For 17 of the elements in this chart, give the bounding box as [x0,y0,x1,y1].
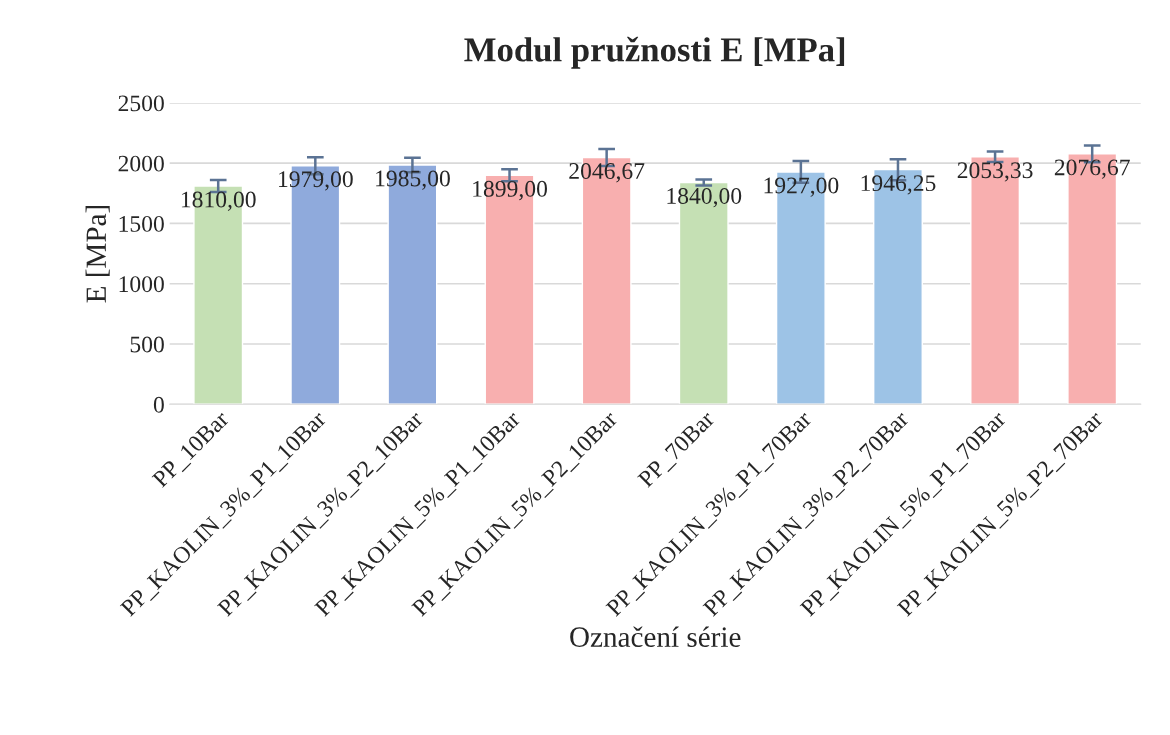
data-label: 1946,25 [861,175,936,195]
data-label: 2046,67 [569,163,645,183]
y-tick-label: 2000 [118,155,164,172]
data-label: 1840,00 [667,187,742,208]
y-tick-label: 1500 [119,215,164,232]
y-tick-label: 1000 [119,276,164,293]
data-label: 1899,00 [473,180,547,201]
data-label: 1810,00 [181,191,256,211]
data-label: 2076,67 [1054,159,1130,179]
x-axis-title: Označení série [570,626,741,647]
chart-title: Modul pružnosti E [MPa] [464,36,845,69]
data-label: 2053,33 [957,162,1033,182]
data-label: 1927,00 [764,177,839,197]
y-axis-title: E [MPa] [85,205,110,303]
y-tick-label: 500 [130,336,164,353]
y-tick-label: 2500 [118,95,164,112]
y-tick-label: 0 [153,396,164,413]
